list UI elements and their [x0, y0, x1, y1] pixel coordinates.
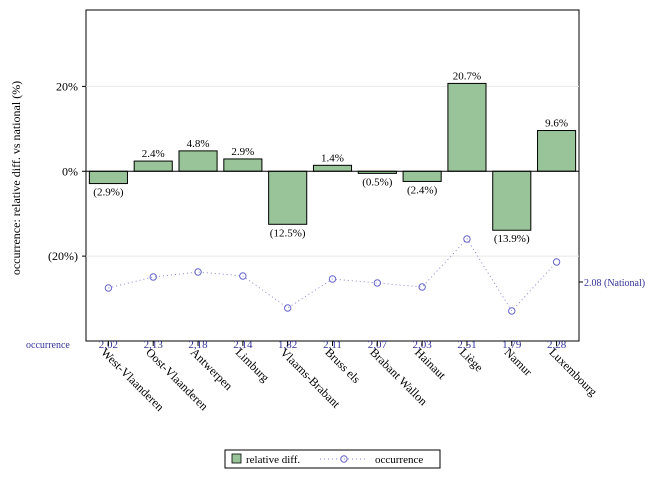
y-tick-label: (20%): [48, 249, 78, 263]
occurrence-point: [418, 283, 426, 291]
bar-label: 4.8%: [187, 138, 210, 150]
x-tick-label: Bruss els: [322, 345, 363, 386]
bar-label: (2.9%): [93, 187, 124, 199]
bar: [492, 170, 532, 231]
occurrence-point: [328, 275, 337, 283]
bar-label: (13.9%): [494, 233, 530, 245]
bar: [178, 150, 218, 172]
bar: [447, 82, 487, 172]
bar-data-labels: (2.9%) 2.4% 4.8% 2.9% (12.5%) 1.4% (0.5%) (2.4%…: [93, 70, 568, 245]
occurrence-point: [552, 258, 561, 266]
bar-label: (12.5%): [270, 227, 306, 239]
bar: [223, 158, 263, 172]
y-tick-label: 0%: [62, 164, 78, 178]
legend: relative diff. occurrence: [224, 449, 441, 469]
occurrence-point: [283, 304, 292, 312]
gridlines: [86, 85, 579, 257]
y-axis-title: occurrence: relative diff. vs national (…: [9, 81, 23, 275]
x-axis: West-VlaanderenOost-VlaanderenAntwerpenL…: [98, 341, 600, 414]
x-tick-label: Antwerpen: [188, 345, 236, 393]
bar-label: 2.4%: [142, 148, 165, 160]
legend-marker-swatch: [340, 455, 348, 463]
national-reference-label: 2.08 (National): [584, 278, 645, 289]
legend-bar-swatch: [231, 453, 242, 464]
legend-label-occurrence: occurrence: [375, 454, 423, 466]
bar-label: 1.4%: [321, 152, 344, 164]
bar-label: (0.5%): [362, 176, 393, 188]
x-tick-label: Luxembourg: [546, 345, 600, 399]
occurrence-point: [239, 272, 247, 280]
bar-label: 20.7%: [453, 70, 481, 82]
occurrence-point: [104, 284, 113, 292]
y-tick-label: 20%: [56, 79, 78, 93]
legend-label-relative-diff: relative diff.: [246, 454, 300, 466]
occurrence-point: [508, 307, 516, 315]
x-tick-label: Liège: [457, 345, 486, 374]
bar-label: 2.9%: [231, 146, 254, 158]
occurrence-point: [463, 235, 471, 243]
bar: [537, 130, 577, 172]
x-tick-label: Limburg: [233, 345, 272, 384]
occurrence-row-label: occurrence: [26, 340, 70, 351]
y-axis: 20% 0% (20%): [48, 79, 583, 283]
occurrence-point: [149, 273, 157, 281]
occurrence-point: [373, 279, 382, 287]
bar: [312, 164, 353, 172]
occurrence-line: [108, 238, 557, 312]
bar: [88, 170, 128, 185]
bar: [402, 170, 442, 182]
bar: [268, 170, 308, 225]
bar-label: 9.6%: [545, 118, 568, 130]
occurrence-series: [104, 235, 561, 315]
bar: [133, 160, 173, 172]
bar-label: (2.4%): [407, 184, 438, 196]
occurrence-point: [194, 268, 202, 276]
plot-area: (2.9%) 2.4% 4.8% 2.9% (12.5%) 1.4% (0.5%) (2.4%…: [85, 9, 580, 351]
